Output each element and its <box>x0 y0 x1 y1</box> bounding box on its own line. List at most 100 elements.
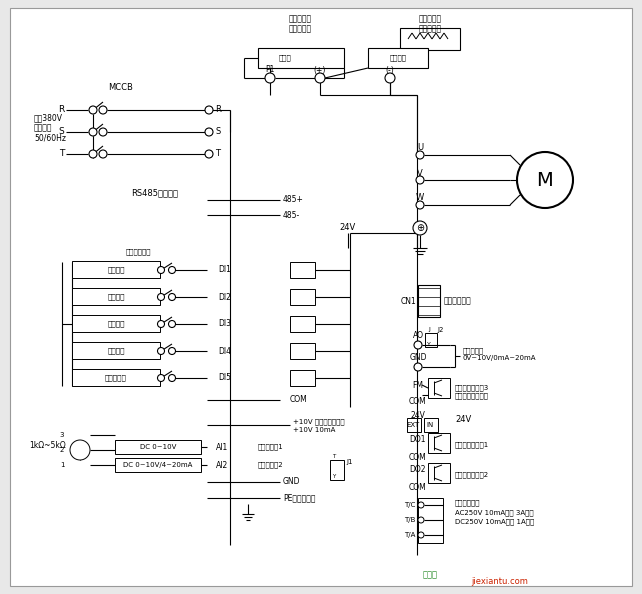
Text: DI3: DI3 <box>218 320 232 328</box>
Text: 制动单元: 制动单元 <box>390 55 406 61</box>
Text: 开路集电极输出1: 开路集电极输出1 <box>455 442 489 448</box>
Bar <box>258 48 344 68</box>
Text: 模拟量输入2: 模拟量输入2 <box>258 462 284 468</box>
Circle shape <box>315 73 325 83</box>
Bar <box>418 498 443 543</box>
Text: CN1: CN1 <box>400 296 416 305</box>
Circle shape <box>157 293 164 301</box>
Text: T/C: T/C <box>404 502 415 508</box>
Text: J2: J2 <box>437 327 444 333</box>
Circle shape <box>385 73 395 83</box>
Circle shape <box>418 532 424 538</box>
Text: PE（接机壳）: PE（接机壳） <box>283 494 315 503</box>
Text: S: S <box>58 128 64 137</box>
Bar <box>72 315 160 332</box>
Text: T: T <box>333 454 336 460</box>
Circle shape <box>89 128 97 136</box>
Text: RS485通讯接口: RS485通讯接口 <box>132 188 178 197</box>
Text: 模拟量输入1: 模拟量输入1 <box>258 444 284 450</box>
Circle shape <box>205 128 213 136</box>
Circle shape <box>517 152 573 208</box>
Text: ⊕: ⊕ <box>416 223 424 233</box>
Text: J1: J1 <box>346 459 352 465</box>
Text: 自由停车: 自由停车 <box>107 347 125 354</box>
Text: R: R <box>215 106 221 115</box>
Circle shape <box>168 267 175 273</box>
Text: 模拟量输出
0V~10V/0mA~20mA: 模拟量输出 0V~10V/0mA~20mA <box>463 347 537 361</box>
Circle shape <box>157 321 164 327</box>
Bar <box>418 285 440 317</box>
Text: 模拟图: 模拟图 <box>422 570 437 580</box>
Text: (+): (+) <box>314 65 326 74</box>
Circle shape <box>168 293 175 301</box>
Text: 制动电阻器
（选购件）: 制动电阻器 （选购件） <box>419 14 442 33</box>
Bar <box>290 343 315 359</box>
Text: DI5: DI5 <box>218 374 232 383</box>
Circle shape <box>205 106 213 114</box>
Bar <box>207 95 417 555</box>
Circle shape <box>413 221 427 235</box>
Bar <box>115 458 201 472</box>
Bar <box>428 433 450 453</box>
Circle shape <box>418 502 424 508</box>
Text: 外引键盘接口: 外引键盘接口 <box>444 296 472 305</box>
Text: 开路集电极输出3: 开路集电极输出3 <box>455 385 489 391</box>
Bar <box>72 369 160 386</box>
Text: 正转点动: 正转点动 <box>107 321 125 327</box>
Text: 485+: 485+ <box>283 195 304 204</box>
Text: IN: IN <box>426 422 433 428</box>
Text: AI1: AI1 <box>216 443 228 451</box>
Circle shape <box>157 347 164 355</box>
Text: 直流电抗器
（选购件）: 直流电抗器 （选购件） <box>288 14 311 33</box>
Circle shape <box>414 341 422 349</box>
Circle shape <box>168 374 175 381</box>
Bar <box>290 370 315 386</box>
Text: DI1: DI1 <box>218 266 231 274</box>
Circle shape <box>205 150 213 158</box>
Text: DI4: DI4 <box>218 346 232 355</box>
Circle shape <box>99 128 107 136</box>
Text: 故障继点输出: 故障继点输出 <box>455 500 480 506</box>
Bar <box>400 28 460 50</box>
Circle shape <box>168 347 175 355</box>
Text: +10V 10mA: +10V 10mA <box>293 427 335 433</box>
Text: S: S <box>215 128 221 137</box>
Bar <box>424 418 438 432</box>
Text: T: T <box>58 150 64 159</box>
Circle shape <box>416 176 424 184</box>
Text: GND: GND <box>283 478 300 486</box>
Text: 开路集电极输出2: 开路集电极输出2 <box>455 472 489 478</box>
Text: DC 0~10V: DC 0~10V <box>140 444 176 450</box>
Circle shape <box>416 151 424 159</box>
Text: R: R <box>58 106 64 115</box>
Bar <box>428 378 450 398</box>
Bar <box>330 460 344 480</box>
Text: P1: P1 <box>265 65 275 74</box>
Bar <box>290 316 315 332</box>
Text: Y: Y <box>333 475 336 479</box>
Text: 1kΩ~5kΩ: 1kΩ~5kΩ <box>30 441 66 450</box>
Text: U: U <box>417 144 423 153</box>
Text: V: V <box>417 169 423 178</box>
Text: COM: COM <box>409 453 427 463</box>
Text: DO1: DO1 <box>410 435 426 444</box>
Text: （高速脉冲输出）: （高速脉冲输出） <box>455 393 489 399</box>
Text: COM: COM <box>290 396 308 405</box>
Bar <box>428 463 450 483</box>
Text: AC250V 10mA以上 3A以下: AC250V 10mA以上 3A以下 <box>455 510 534 516</box>
Circle shape <box>99 150 107 158</box>
Bar <box>425 333 437 347</box>
Text: T: T <box>216 150 220 159</box>
Text: DI2: DI2 <box>218 292 231 302</box>
Text: GND: GND <box>409 353 427 362</box>
Bar <box>115 440 201 454</box>
Bar <box>72 342 160 359</box>
Text: MCCB: MCCB <box>108 83 133 91</box>
Text: EXT: EXT <box>406 422 420 428</box>
Bar <box>368 48 428 68</box>
Text: 三相380V
输入电源
50/60Hz: 三相380V 输入电源 50/60Hz <box>34 113 66 143</box>
Circle shape <box>414 363 422 371</box>
Circle shape <box>418 517 424 523</box>
Text: J: J <box>428 327 430 333</box>
Text: M: M <box>537 170 553 189</box>
